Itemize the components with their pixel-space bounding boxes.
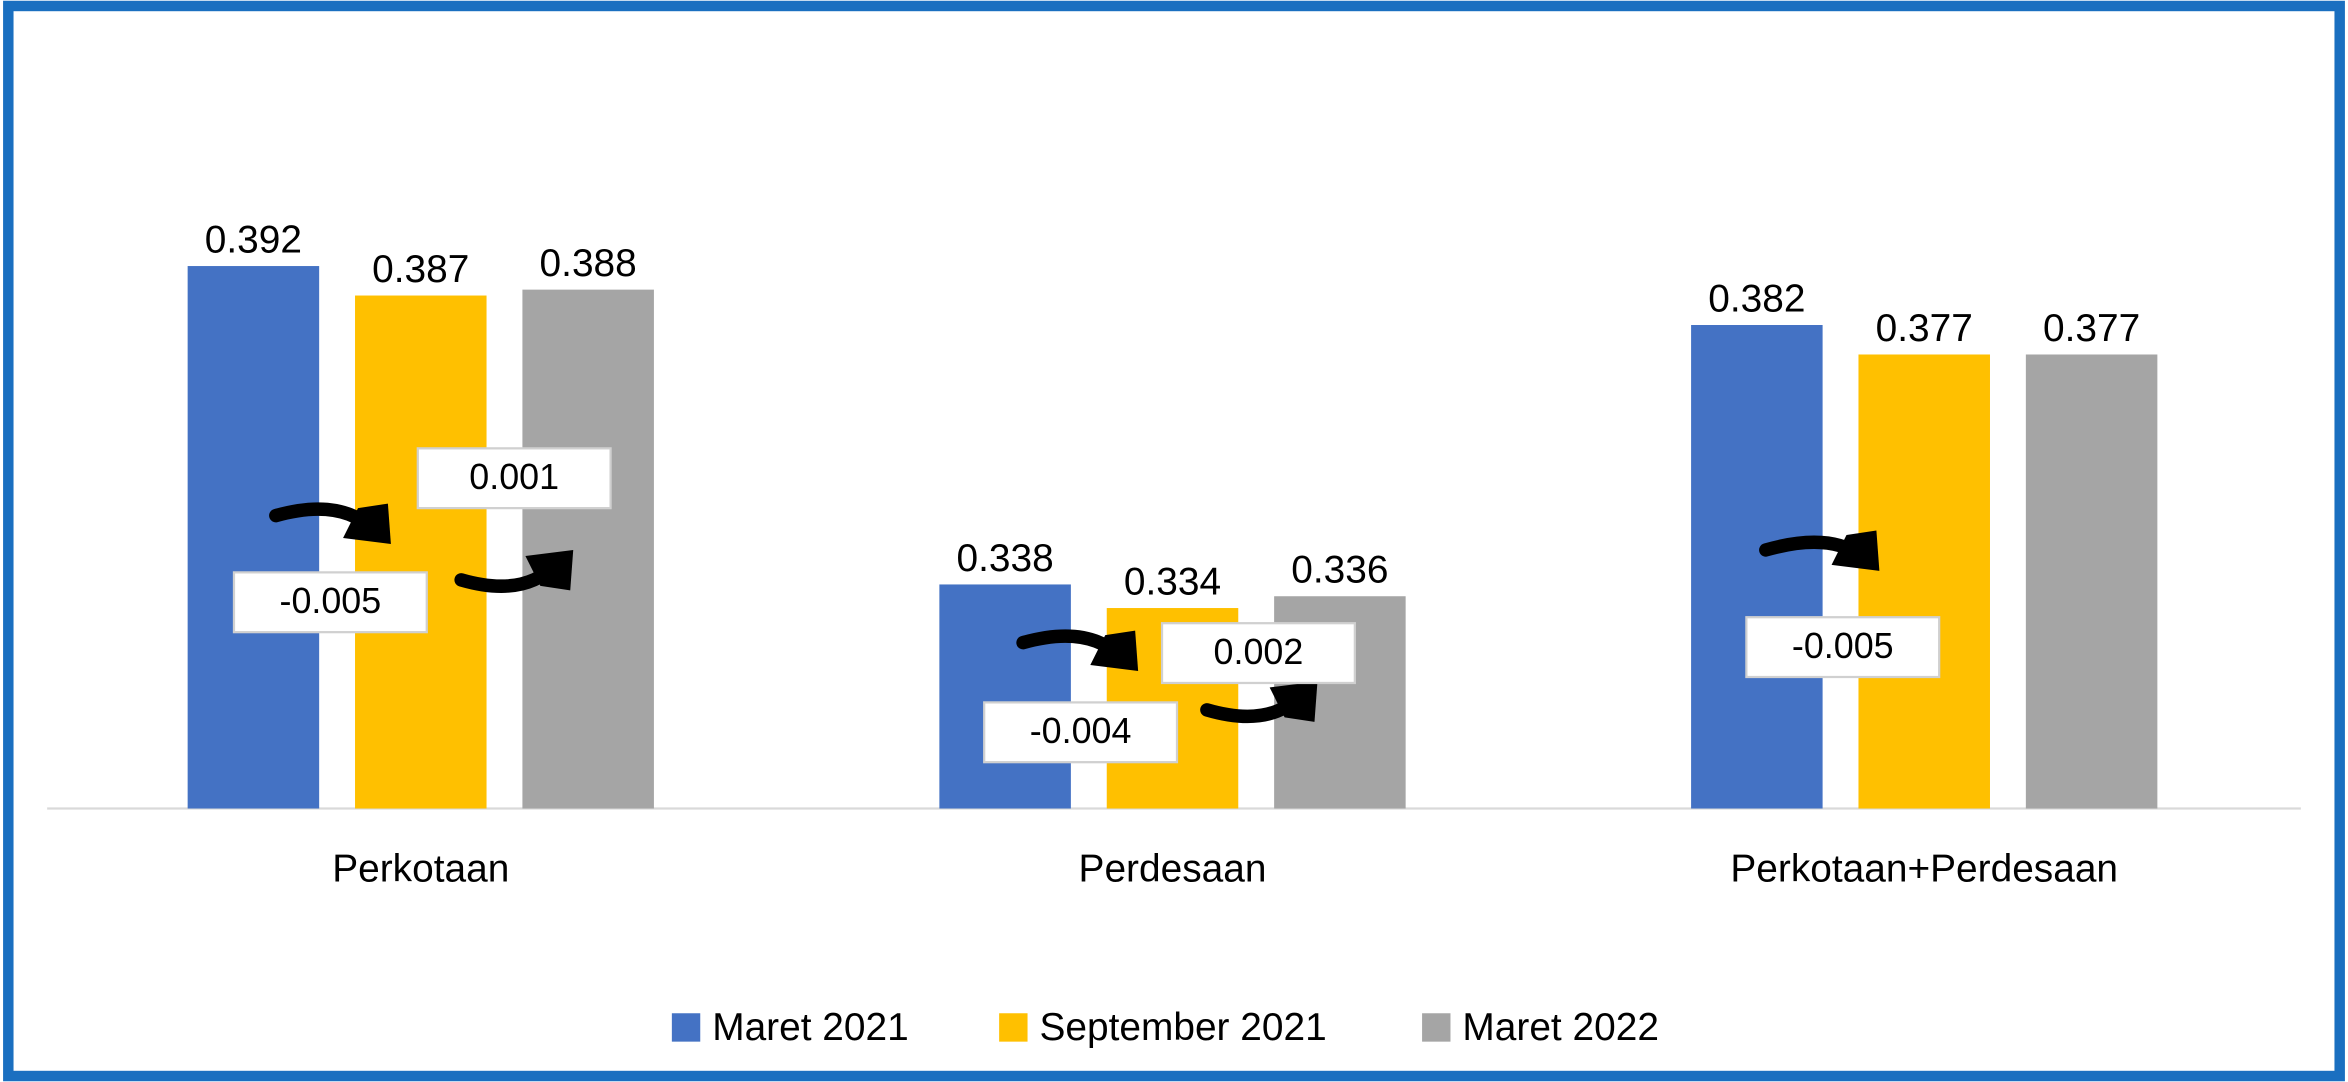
value-label: 0.336 [1291, 549, 1388, 592]
annotation-box [1745, 616, 1941, 679]
bar [1691, 325, 1823, 809]
bar [1858, 354, 1990, 809]
annotation: 0.002 [1214, 632, 1304, 672]
legend-label: Maret 2022 [1462, 1006, 1659, 1049]
bar [355, 295, 487, 809]
arrow-head [343, 503, 391, 544]
legend-swatch [1422, 1013, 1451, 1042]
value-label: 0.377 [1876, 307, 1973, 350]
arrow-head [1269, 681, 1318, 722]
bar [939, 584, 1071, 809]
value-label: 0.382 [1708, 277, 1805, 320]
bar [187, 266, 320, 809]
legend-swatch [671, 1013, 701, 1042]
legend-swatch [999, 1013, 1028, 1042]
legend-label: Maret 2021 [712, 1006, 909, 1049]
arrow-head [1090, 630, 1139, 672]
annotation: -0.005 [280, 581, 382, 621]
x-tick-label: Perdesaan [1079, 848, 1267, 891]
arrow-head [525, 549, 574, 591]
bar [522, 289, 654, 809]
x-tick-label: Perkotaan [332, 848, 509, 891]
value-label: 0.377 [2043, 307, 2140, 350]
annotation: -0.004 [1030, 711, 1132, 751]
annotation: 0.001 [469, 457, 559, 497]
annotation-box [232, 571, 428, 634]
legend-label: September 2021 [1039, 1006, 1326, 1049]
bar [2025, 354, 2158, 809]
value-label: 0.392 [205, 218, 302, 261]
value-label: 0.338 [957, 537, 1054, 580]
value-label: 0.334 [1124, 560, 1221, 603]
value-label: 0.388 [540, 242, 637, 285]
annotation: -0.005 [1792, 626, 1894, 666]
annotation-box [983, 701, 1179, 764]
annotation-box [416, 447, 612, 510]
x-tick-label: Perkotaan+Perdesaan [1730, 848, 2118, 891]
arrow-head [1831, 530, 1880, 571]
annotation-box [1160, 622, 1356, 685]
value-label: 0.387 [372, 248, 469, 291]
